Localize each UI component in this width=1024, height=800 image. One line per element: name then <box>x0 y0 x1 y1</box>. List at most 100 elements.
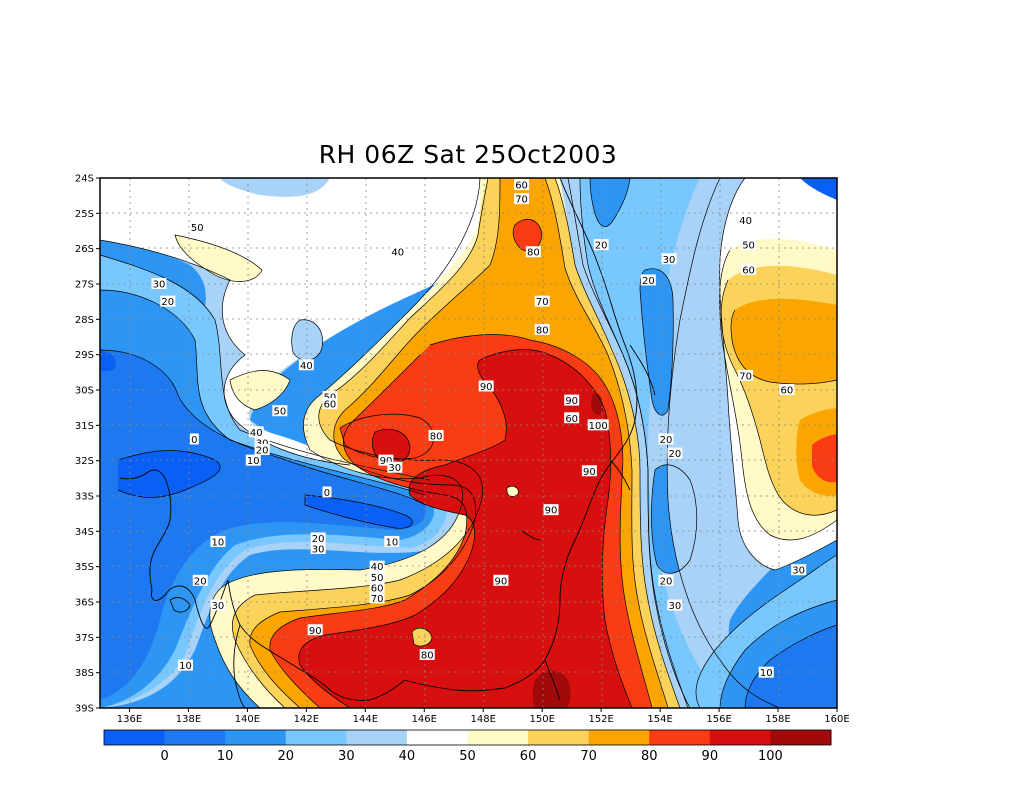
lat-label: 36S <box>75 598 94 609</box>
contour-label: 50 <box>324 393 337 404</box>
contour-label: 20 <box>660 435 673 446</box>
contour-label-bg <box>248 426 264 438</box>
contour-label: 10 <box>760 668 773 679</box>
contour-label-bg <box>322 398 338 410</box>
contour-label: 20 <box>161 297 174 308</box>
contour-label: 40 <box>300 361 313 372</box>
contour-label: 20 <box>642 276 655 287</box>
lon-label: 156E <box>706 714 731 725</box>
lon-label: 146E <box>412 714 437 725</box>
contour-label: 60 <box>742 265 755 276</box>
contour-label-bg <box>640 274 656 286</box>
lon-label: 142E <box>294 714 319 725</box>
contour-label-bg <box>210 535 226 547</box>
contour-label-bg <box>322 391 338 403</box>
colorbar-swatch <box>225 730 287 745</box>
lat-label: 26S <box>75 244 94 255</box>
lat-label: 39S <box>75 704 94 715</box>
contour-label: 70 <box>536 297 549 308</box>
contour-label-bg <box>151 278 167 289</box>
contour-label-bg <box>192 574 208 586</box>
lat-label: 32S <box>75 456 94 467</box>
contour-label-bg <box>189 433 199 445</box>
contour-label-bg <box>738 369 754 381</box>
lat-label: 37S <box>75 633 94 644</box>
colorbar-swatch <box>346 730 408 745</box>
colorbar-swatch <box>709 730 771 745</box>
contour-label-bg <box>658 433 674 445</box>
colorbar-swatch <box>164 730 226 745</box>
colorbar-swatch <box>104 730 166 745</box>
contour-label: 80 <box>421 651 434 662</box>
lat-label: 33S <box>75 492 94 503</box>
contour-labels: 6070804050302040708090906010080902030204… <box>151 179 807 679</box>
lat-label: 34S <box>75 527 94 538</box>
contour-label: 10 <box>247 456 260 467</box>
contour-label-bg <box>322 486 332 498</box>
contour-label-bg <box>369 592 385 604</box>
contour-label: 30 <box>212 601 225 612</box>
contour-label-bg <box>210 599 226 611</box>
contour-label-bg <box>581 465 597 477</box>
colorbar-label: 50 <box>459 749 476 764</box>
contour-label-bg <box>543 504 559 516</box>
colorbar-swatch <box>528 730 590 745</box>
lat-label: 35S <box>75 562 94 573</box>
contour-label-bg <box>514 179 530 191</box>
contour-label: 60 <box>565 414 578 425</box>
contour-label-bg <box>667 599 683 611</box>
colorbar-label: 20 <box>277 749 294 764</box>
contour-label: 20 <box>595 241 608 252</box>
colorbar-swatch <box>467 730 529 745</box>
contour-label-bg <box>245 454 261 466</box>
lat-label: 28S <box>75 315 94 326</box>
colorbar-swatch <box>770 730 832 745</box>
lat-label: 25S <box>75 209 94 220</box>
contour-label: 0 <box>191 435 197 446</box>
contour-label-bg <box>384 535 400 547</box>
colorbar-swatch <box>285 730 347 745</box>
contour-label: 30 <box>792 566 805 577</box>
contour-label: 90 <box>480 382 493 393</box>
contour-label-bg <box>387 461 403 473</box>
colorbar: 0 10 20 30 40 50 60 70 80 90 100 <box>103 729 832 764</box>
contour-label: 40 <box>371 562 384 573</box>
colorbar-swatch <box>588 730 650 745</box>
contour-label-bg <box>369 560 385 572</box>
contour-label: 90 <box>495 576 508 587</box>
contour-label: 0 <box>324 488 330 499</box>
lon-label: 140E <box>235 714 260 725</box>
contour-label: 90 <box>565 396 578 407</box>
contour-label-bg <box>428 429 444 441</box>
contour-label: 90 <box>545 506 558 517</box>
contour-label-bg <box>758 666 774 678</box>
contour-label-bg <box>390 246 406 258</box>
colorbar-label: 40 <box>399 749 416 764</box>
lat-label: 38S <box>75 668 94 679</box>
contour-label: 20 <box>256 446 269 457</box>
contour-label-bg <box>189 221 205 233</box>
contour-label: 20 <box>194 576 207 587</box>
contour-label: 100 <box>589 421 608 432</box>
contour-label-bg <box>667 447 683 459</box>
contour-lines <box>100 178 837 708</box>
contour-label-bg <box>564 412 580 424</box>
latitude-axis: 24S 25S 26S 27S 28S 29S 30S 31S 32S 33S 34S 35S 36S 3… <box>75 174 100 715</box>
plot-frame <box>99 177 838 709</box>
contour-label-bg <box>738 214 754 226</box>
contour-label: 90 <box>380 456 393 467</box>
lon-label: 150E <box>529 714 554 725</box>
contour-label-bg <box>741 263 757 275</box>
contour-label: 50 <box>191 223 204 234</box>
contour-label: 70 <box>371 594 384 605</box>
lon-label: 144E <box>353 714 378 725</box>
contour-label: 50 <box>742 241 755 252</box>
contour-label: 60 <box>515 181 528 192</box>
contour-label-bg <box>534 295 550 307</box>
contour-label: 20 <box>668 449 681 460</box>
lon-label: 136E <box>117 714 142 725</box>
contour-label-bg <box>378 454 394 466</box>
lat-label: 29S <box>75 350 94 361</box>
contour-label: 70 <box>739 371 752 382</box>
contour-label: 40 <box>739 216 752 227</box>
